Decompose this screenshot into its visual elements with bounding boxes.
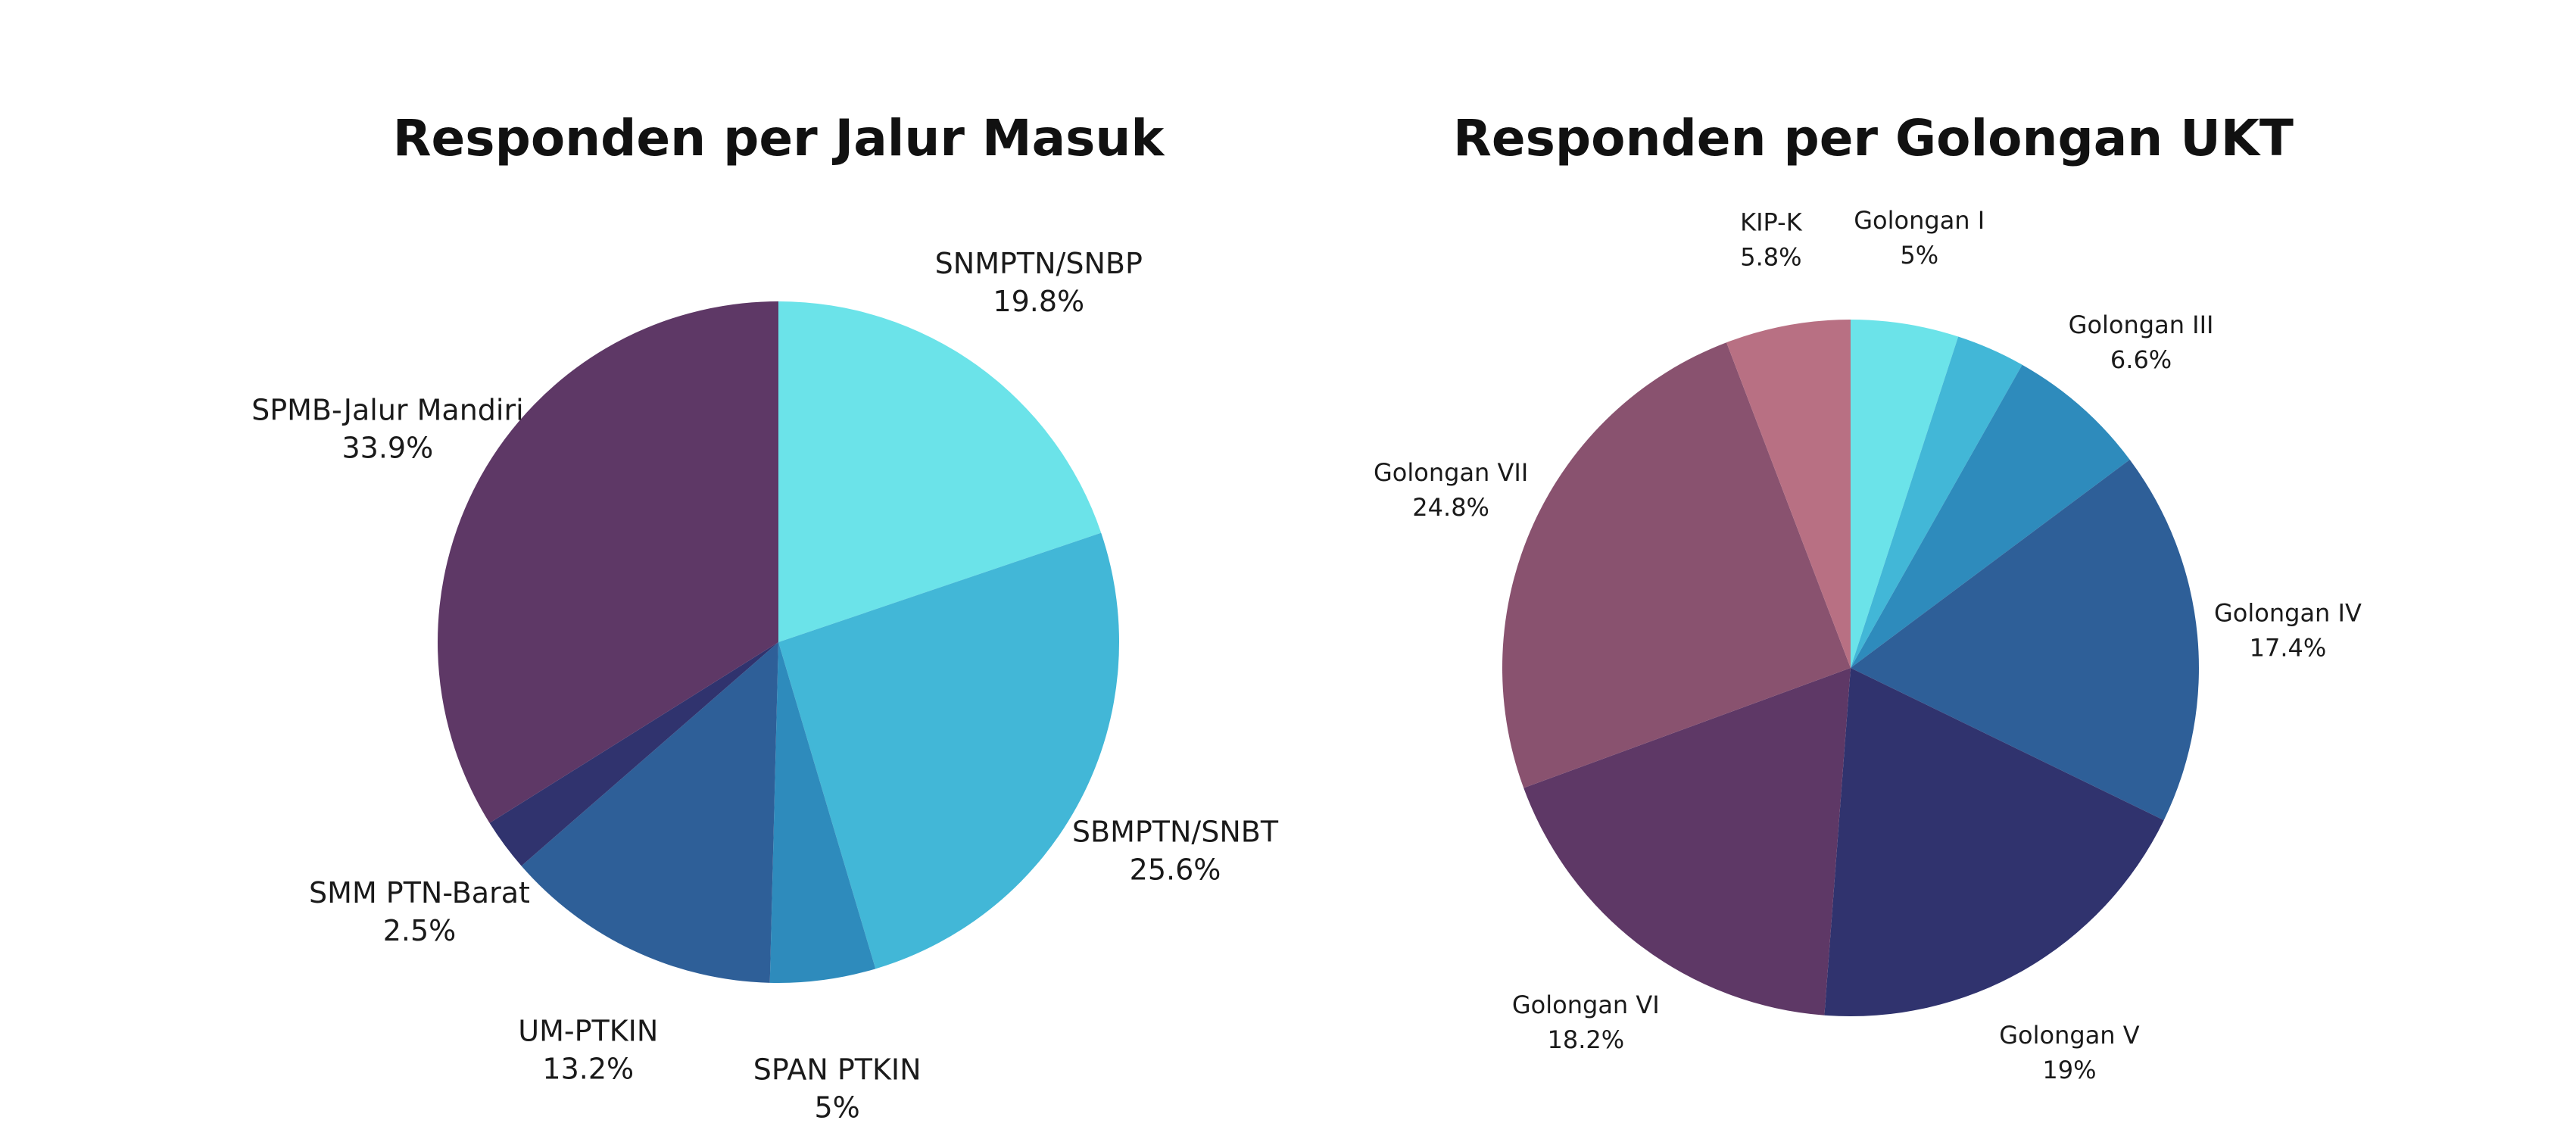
pie-slice-golongan-ii: [1851, 336, 2022, 668]
slice-value-golongan-iv: 17.4%: [2250, 634, 2327, 663]
pie-slice-golongan-v: [1824, 668, 2164, 1016]
jalur-masuk-pie-chart: Responden per Jalur Masuk SNMPTN/SNBP 19.…: [251, 109, 1279, 1124]
slice-label-spmb-jalur-mandiri: SPMB-Jalur Mandiri: [251, 394, 524, 427]
golongan-ukt-slices: [1502, 320, 2199, 1016]
jalur-masuk-slices: [438, 301, 1119, 984]
slice-label-golongan-i: Golongan I: [1854, 206, 1985, 235]
golongan-ukt-pie-chart: Responden per Golongan UKT Golongan I5%G…: [1374, 109, 2362, 1084]
pie-slice-golongan-i: [1851, 320, 1959, 668]
golongan-ukt-labels: Golongan I 5% Golongan III 6.6% Golongan IV 1…: [1374, 206, 2362, 1084]
pie-slice-golongan-iv: [1851, 459, 2199, 821]
slice-value-span-ptkin: 5%: [814, 1090, 859, 1124]
jalur-masuk-labels: SNMPTN/SNBP 19.8% SBMPTN/SNBT 25.6% SPAN PTK…: [251, 247, 1279, 1124]
slice-value-sbmptn-snbt: 25.6%: [1130, 853, 1221, 887]
slice-label-kip-k: KIP-K: [1740, 208, 1803, 237]
slice-label-smm-ptn-barat: SMM PTN-Barat: [309, 876, 530, 909]
slice-value-spmb-jalur-mandiri: 33.9%: [342, 432, 434, 465]
slice-label-golongan-vii: Golongan VII: [1374, 458, 1528, 487]
slice-value-snmptn-snbp: 19.8%: [993, 285, 1084, 318]
slice-value-smm-ptn-barat: 2.5%: [383, 914, 457, 947]
slice-label-span-ptkin: SPAN PTKIN: [753, 1053, 922, 1086]
slice-value-kip-k: 5.8%: [1740, 243, 1801, 272]
slice-label-golongan-vi: Golongan VI: [1512, 991, 1660, 1019]
chart-title-golongan-ukt: Responden per Golongan UKT: [1453, 109, 2294, 167]
pie-slice-snmptn-snbp: [778, 301, 1102, 642]
pie-slice-sbmptn-snbt: [778, 532, 1119, 969]
slice-value-golongan-i: 5%: [1900, 241, 1938, 270]
chart-title-jalur-masuk: Responden per Jalur Masuk: [393, 109, 1166, 167]
pie-slice-golongan-iii: [1851, 364, 2130, 668]
slice-label-golongan-iv: Golongan IV: [2214, 599, 2362, 628]
slice-label-golongan-v: Golongan V: [1999, 1021, 2140, 1050]
pie-slice-spmb-jalur-mandiri: [438, 301, 778, 823]
pie-slice-golongan-vii: [1502, 342, 1851, 788]
slice-label-golongan-iii: Golongan III: [2069, 310, 2214, 339]
pie-slice-span-ptkin: [769, 642, 876, 984]
pie-slice-smm-ptn-barat: [489, 642, 778, 866]
slice-value-um-ptkin: 13.2%: [542, 1052, 634, 1085]
slice-value-golongan-vi: 18.2%: [1547, 1025, 1624, 1054]
pie-slice-um-ptkin: [521, 642, 778, 983]
slice-label-snmptn-snbp: SNMPTN/SNBP: [935, 247, 1143, 280]
slice-value-golongan-iii: 6.6%: [2110, 345, 2172, 374]
slice-value-golongan-vii: 24.8%: [1412, 493, 1489, 522]
slice-label-sbmptn-snbt: SBMPTN/SNBT: [1072, 816, 1279, 849]
slice-value-golongan-v: 19%: [2042, 1056, 2096, 1084]
pie-slice-kip-k: [1726, 320, 1851, 668]
pie-slice-golongan-vi: [1523, 668, 1851, 1016]
slice-label-um-ptkin: UM-PTKIN: [518, 1014, 658, 1047]
